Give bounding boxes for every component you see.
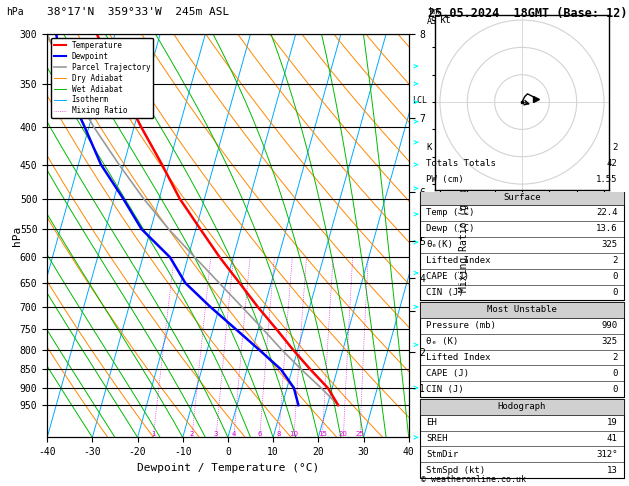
- Text: θₑ(K): θₑ(K): [426, 240, 454, 249]
- Text: hPa: hPa: [6, 7, 24, 17]
- Text: 41: 41: [607, 434, 618, 443]
- Text: hPa: hPa: [12, 226, 22, 246]
- Text: Mixing Ratio (g/kg): Mixing Ratio (g/kg): [459, 180, 469, 292]
- Text: StmDir: StmDir: [426, 450, 459, 459]
- Text: Hodograph: Hodograph: [498, 402, 546, 411]
- Text: km
ASL: km ASL: [426, 6, 442, 26]
- Text: K: K: [426, 143, 432, 153]
- Text: 325: 325: [601, 240, 618, 249]
- Text: 15: 15: [318, 432, 327, 437]
- Text: 13: 13: [607, 466, 618, 475]
- Text: 3: 3: [214, 432, 218, 437]
- Text: kt: kt: [440, 15, 452, 25]
- Text: 1: 1: [151, 432, 155, 437]
- Text: 312°: 312°: [596, 450, 618, 459]
- Text: CIN (J): CIN (J): [426, 288, 464, 297]
- Text: 42: 42: [607, 159, 618, 168]
- Text: Pressure (mb): Pressure (mb): [426, 321, 496, 330]
- Text: 4: 4: [231, 432, 236, 437]
- Text: PW (cm): PW (cm): [426, 175, 464, 184]
- FancyBboxPatch shape: [420, 189, 624, 205]
- Text: 2: 2: [612, 143, 618, 153]
- X-axis label: Dewpoint / Temperature (°C): Dewpoint / Temperature (°C): [137, 463, 319, 473]
- Legend: Temperature, Dewpoint, Parcel Trajectory, Dry Adiabat, Wet Adiabat, Isotherm, Mi: Temperature, Dewpoint, Parcel Trajectory…: [51, 38, 153, 119]
- Text: EH: EH: [426, 418, 437, 427]
- Text: 2: 2: [190, 432, 194, 437]
- Text: 8: 8: [277, 432, 281, 437]
- Text: Lifted Index: Lifted Index: [426, 353, 491, 362]
- Text: θₑ (K): θₑ (K): [426, 337, 459, 346]
- Text: 25.05.2024  18GMT (Base: 12): 25.05.2024 18GMT (Base: 12): [428, 7, 627, 20]
- Text: 20: 20: [339, 432, 348, 437]
- Text: 2: 2: [612, 353, 618, 362]
- FancyBboxPatch shape: [420, 399, 624, 415]
- Text: 25: 25: [355, 432, 364, 437]
- Text: 0: 0: [612, 369, 618, 378]
- Text: CAPE (J): CAPE (J): [426, 369, 469, 378]
- Text: 0: 0: [612, 385, 618, 394]
- Text: Dewp (°C): Dewp (°C): [426, 225, 475, 233]
- Text: Lifted Index: Lifted Index: [426, 256, 491, 265]
- Text: Surface: Surface: [503, 192, 541, 202]
- Text: 1.55: 1.55: [596, 175, 618, 184]
- Text: 10: 10: [289, 432, 298, 437]
- Text: 19: 19: [607, 418, 618, 427]
- Text: StmSpd (kt): StmSpd (kt): [426, 466, 486, 475]
- Text: CAPE (J): CAPE (J): [426, 272, 469, 281]
- Text: LCL: LCL: [413, 96, 427, 104]
- Text: 0: 0: [612, 272, 618, 281]
- Text: SREH: SREH: [426, 434, 448, 443]
- FancyBboxPatch shape: [420, 302, 624, 318]
- Text: 6: 6: [257, 432, 262, 437]
- Text: Temp (°C): Temp (°C): [426, 208, 475, 217]
- Text: 38°17'N  359°33'W  245m ASL: 38°17'N 359°33'W 245m ASL: [47, 7, 230, 17]
- Text: Totals Totals: Totals Totals: [426, 159, 496, 168]
- Text: CIN (J): CIN (J): [426, 385, 464, 394]
- Text: Most Unstable: Most Unstable: [487, 305, 557, 314]
- Text: © weatheronline.co.uk: © weatheronline.co.uk: [421, 474, 526, 484]
- Text: 0: 0: [612, 288, 618, 297]
- Text: 22.4: 22.4: [596, 208, 618, 217]
- Text: 990: 990: [601, 321, 618, 330]
- Text: 325: 325: [601, 337, 618, 346]
- Text: 13.6: 13.6: [596, 225, 618, 233]
- Text: 2: 2: [612, 256, 618, 265]
